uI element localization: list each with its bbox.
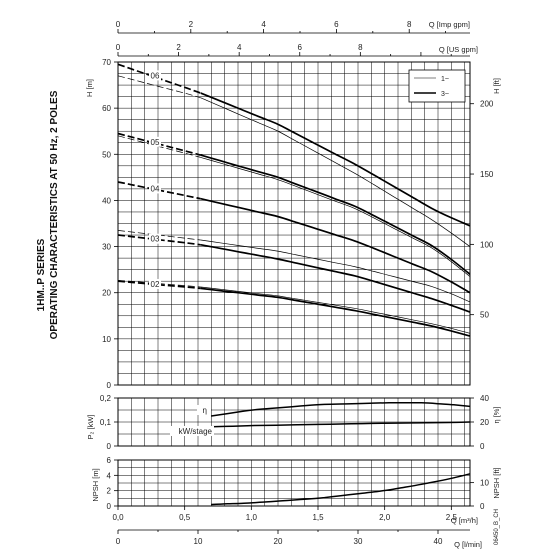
- bottom-axis-1-tick-label: 2,0: [379, 513, 391, 522]
- power-ytick-right-label: 40: [480, 394, 489, 403]
- bottom-axis-2-tick-label: 0: [116, 537, 121, 546]
- power-ytick-label: 0,1: [100, 418, 112, 427]
- head-ytick-right-label: 150: [480, 170, 494, 179]
- legend-box: [408, 69, 466, 103]
- head-curve-02-1ph: [200, 286, 471, 334]
- npsh-ytick-right-label: 0: [480, 502, 485, 511]
- eta-curve-label: η: [203, 406, 207, 415]
- side-title-line1: 1HM..P SERIES: [36, 238, 47, 311]
- legend-label-3ph: 3~: [441, 91, 449, 98]
- npsh-ytick-right-label: 10: [480, 479, 489, 488]
- power-ytick-right-label: 0: [480, 442, 485, 451]
- head-curve-03-1ph: [200, 239, 471, 303]
- top-axis-2-tick-label: 8: [358, 43, 363, 52]
- head-ytick-right-label: 50: [480, 311, 489, 320]
- power-curve: [211, 421, 471, 428]
- head-ytick-label: 30: [102, 243, 111, 252]
- top-axis-2-tick-label: 2: [176, 43, 181, 52]
- top-axis-2-tick-label: 4: [237, 43, 242, 52]
- stage-label-bg: [149, 233, 161, 244]
- head-ylabel-right: H [ft]: [492, 78, 501, 94]
- npsh-curve: [211, 473, 471, 506]
- head-ytick-label: 20: [102, 289, 111, 298]
- bottom-axis-1-label: Q [m³/h]: [451, 516, 478, 525]
- stage-label-06: 06: [151, 71, 160, 80]
- top-axis-1-tick-label: 8: [407, 20, 412, 29]
- grid-layer: [118, 62, 470, 506]
- head-curve-02-3ph: [200, 287, 471, 337]
- head-ytick-label: 50: [102, 150, 111, 159]
- head-ytick-label: 70: [102, 58, 111, 67]
- power-ylabel-right: η [%]: [492, 406, 501, 423]
- stage-label-bg: [149, 70, 161, 81]
- npsh-ylabel: NPSH [m]: [91, 468, 100, 501]
- kw-label-bg: [170, 426, 214, 436]
- power-ytick-label: 0,2: [100, 394, 112, 403]
- head-ytick-right-label: 100: [480, 240, 494, 249]
- document-code: 06450_B_CH: [494, 509, 500, 545]
- stage-label-05: 05: [151, 138, 160, 147]
- top-axis-1-tick-label: 4: [261, 20, 266, 29]
- stage-label-03: 03: [151, 235, 160, 244]
- npsh-ytick-label: 4: [107, 471, 112, 480]
- head-ytick-label: 10: [102, 335, 111, 344]
- eta-label-bg: [197, 405, 211, 415]
- stage-label-02: 02: [151, 280, 160, 289]
- bottom-axis-1-tick-label: 2,5: [446, 513, 458, 522]
- labels-layer: 01020304050607050100150200020304050600,1…: [100, 20, 494, 546]
- power-ylabel: P₂ [kW]: [86, 415, 95, 440]
- efficiency-curve: [211, 402, 471, 417]
- bottom-axis-1-tick-label: 0,5: [179, 513, 191, 522]
- side-title-line2: OPERATING CHARACTERISTICS AT 50 Hz, 2 PO…: [49, 90, 60, 339]
- bottom-axis-1-tick-label: 0,0: [112, 513, 124, 522]
- curves-layer: [117, 63, 471, 506]
- kw-curve-label: kW/stage: [179, 427, 213, 436]
- head-curve-dashed-06-1ph: [117, 75, 201, 99]
- top-axis-1-tick-label: 0: [116, 20, 121, 29]
- head-curve-06-1ph: [200, 97, 471, 247]
- bottom-axis-2-label: Q [l/min]: [454, 540, 482, 549]
- top-axis-2-label: Q [US gpm]: [439, 45, 478, 54]
- top-axis-1-label: Q [Imp gpm]: [429, 20, 470, 29]
- bottom-axis-2-tick-label: 30: [354, 537, 363, 546]
- bottom-axis-1-tick-label: 1,0: [246, 513, 258, 522]
- stage-label-bg: [149, 183, 161, 194]
- axes-layer: [114, 29, 474, 534]
- power-ytick-label: 0: [107, 442, 112, 451]
- head-curve-06-3ph: [200, 92, 471, 227]
- top-axis-1-tick-label: 2: [189, 20, 194, 29]
- head-ytick-label: 60: [102, 104, 111, 113]
- head-curve-05-1ph: [200, 157, 471, 277]
- top-axis-2-tick-label: 6: [298, 43, 303, 52]
- npsh-ytick-label: 0: [107, 502, 112, 511]
- head-ytick-label: 40: [102, 196, 111, 205]
- stage-label-04: 04: [151, 184, 160, 193]
- stage-label-bg: [149, 136, 161, 147]
- bottom-axis-2-tick-label: 20: [274, 537, 283, 546]
- npsh-ylabel-right: NPSH [ft]: [492, 467, 501, 498]
- bottom-axis-2-tick-label: 40: [434, 537, 443, 546]
- head-curve-04-3ph: [200, 197, 471, 294]
- legend-label-1ph: 1~: [441, 76, 449, 83]
- bottom-axis-2-tick-label: 10: [194, 537, 203, 546]
- top-axis-1-tick-label: 6: [334, 20, 339, 29]
- head-curve-03-3ph: [200, 243, 471, 313]
- npsh-ytick-label: 2: [107, 487, 112, 496]
- bottom-axis-1-tick-label: 1,5: [312, 513, 324, 522]
- stage-label-bg: [149, 278, 161, 289]
- npsh-ytick-label: 6: [107, 456, 112, 465]
- head-ytick-right-label: 200: [480, 100, 494, 109]
- head-ytick-label: 0: [107, 381, 112, 390]
- top-axis-2-tick-label: 0: [116, 43, 121, 52]
- head-ylabel: H [m]: [85, 79, 94, 97]
- head-curve-05-3ph: [200, 154, 471, 275]
- power-ytick-right-label: 20: [480, 418, 489, 427]
